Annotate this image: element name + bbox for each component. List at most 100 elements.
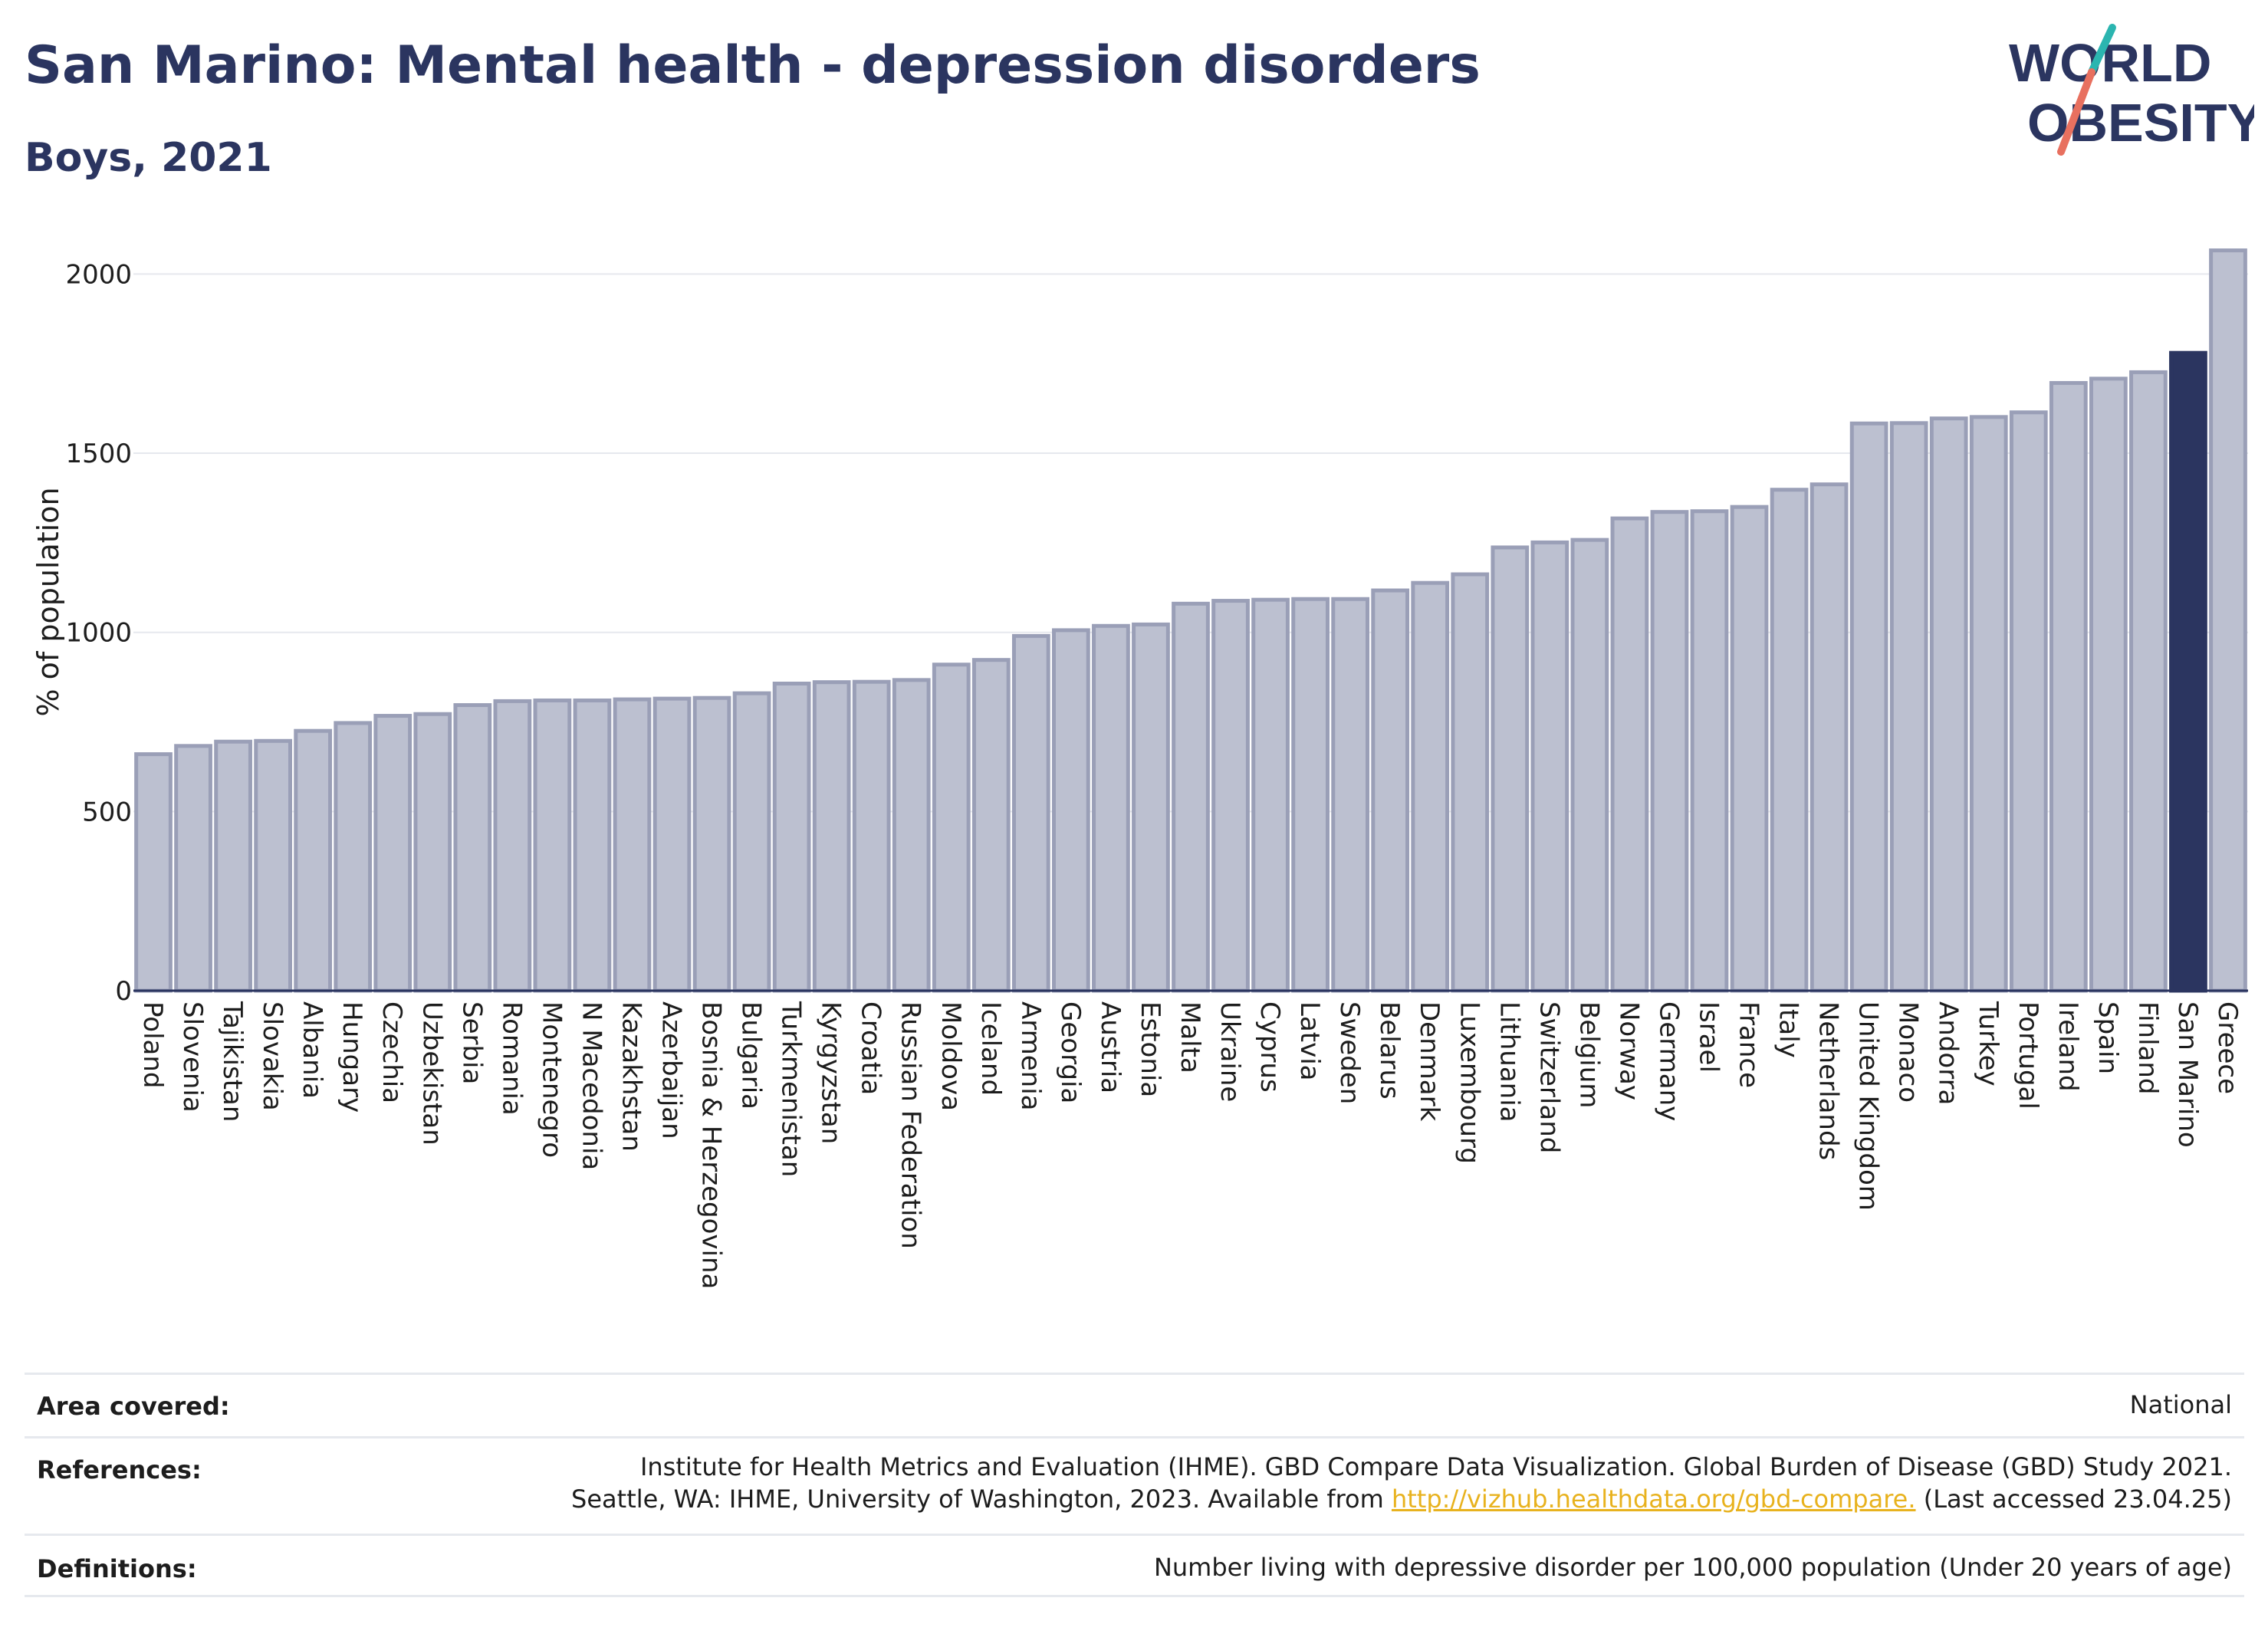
x-tick-label: Italy	[1773, 1001, 1804, 1058]
bar-russian-federation[interactable]	[892, 678, 931, 993]
bar-n-macedonia[interactable]	[573, 698, 612, 993]
x-tick-label: United Kingdom	[1853, 1001, 1884, 1211]
bar-ukraine[interactable]	[1211, 599, 1250, 993]
x-tick-label: Czechia	[376, 1001, 407, 1103]
bar-denmark[interactable]	[1411, 580, 1450, 993]
bar-turkmenistan[interactable]	[772, 682, 811, 993]
bar-malta[interactable]	[1172, 601, 1210, 993]
bar-san-marino[interactable]	[2169, 350, 2207, 993]
x-tick-label: Slovakia	[257, 1001, 288, 1111]
y-tick-labels: 0 500 1000 1500 2000	[65, 259, 132, 1007]
bar-moldova[interactable]	[932, 662, 971, 993]
bar-netherlands[interactable]	[1809, 482, 1849, 993]
references-link[interactable]: http://vizhub.healthdata.org/gbd-compare…	[1391, 1484, 1916, 1514]
x-tick-label: France	[1734, 1001, 1764, 1088]
bar-armenia[interactable]	[1011, 633, 1050, 993]
bar-slovakia[interactable]	[254, 738, 293, 993]
bar-finland[interactable]	[2129, 370, 2168, 993]
bar-switzerland[interactable]	[1530, 540, 1570, 993]
bar-iceland[interactable]	[971, 658, 1011, 993]
bar-estonia[interactable]	[1132, 622, 1170, 993]
references-line-1: Institute for Health Metrics and Evaluat…	[639, 1452, 2232, 1481]
x-tick-label: Kazakhstan	[616, 1001, 646, 1152]
x-tick-label: Serbia	[456, 1001, 487, 1084]
chart-subtitle: Boys, 2021	[25, 135, 272, 181]
x-tick-label: Belgium	[1573, 1001, 1604, 1108]
bar-kazakhstan[interactable]	[613, 697, 652, 993]
x-tick-label: Kyrgyzstan	[816, 1001, 846, 1144]
bar-cyprus[interactable]	[1251, 597, 1290, 993]
x-tick-label: Tajikistan	[217, 1001, 248, 1122]
x-tick-label: Germany	[1653, 1001, 1684, 1121]
y-tick-label: 500	[82, 797, 132, 827]
bar-ireland[interactable]	[2049, 380, 2088, 993]
x-tick-label: Finland	[2132, 1001, 2163, 1095]
x-tick-label: Latvia	[1294, 1001, 1325, 1081]
bar-poland[interactable]	[134, 752, 173, 993]
bar-spain[interactable]	[2089, 376, 2128, 993]
bar-luxembourg[interactable]	[1451, 572, 1490, 993]
x-tick-label: Malta	[1175, 1001, 1205, 1073]
bar-romania[interactable]	[493, 699, 532, 993]
meta-bottom-divider	[25, 1595, 2244, 1597]
bar-greece[interactable]	[2209, 248, 2247, 993]
logo-slash-coral	[2057, 68, 2095, 156]
bar-bulgaria[interactable]	[732, 691, 771, 993]
bar-bosnia-herzegovina[interactable]	[692, 695, 731, 993]
bar-georgia[interactable]	[1052, 628, 1090, 993]
bar-monaco[interactable]	[1889, 421, 1928, 993]
bar-slovenia[interactable]	[174, 744, 212, 993]
references-line-2: Seattle, WA: IHME, University of Washing…	[571, 1483, 2232, 1515]
bar-andorra[interactable]	[1929, 416, 1968, 993]
bar-czechia[interactable]	[373, 714, 413, 993]
bar-uzbekistan[interactable]	[413, 712, 452, 993]
bar-norway[interactable]	[1610, 516, 1649, 993]
y-tick-label: 1500	[65, 439, 132, 469]
x-tick-label: Ireland	[2053, 1001, 2083, 1092]
bar-montenegro[interactable]	[533, 698, 572, 993]
bar-united-kingdom[interactable]	[1849, 421, 1888, 993]
bar-croatia[interactable]	[852, 679, 891, 993]
x-tick-label: Monaco	[1893, 1001, 1924, 1103]
bar-hungary[interactable]	[334, 721, 373, 993]
bar-belarus[interactable]	[1371, 588, 1410, 993]
x-tick-label: Estonia	[1135, 1001, 1165, 1097]
bar-belgium[interactable]	[1570, 538, 1609, 993]
world-obesity-logo: WORLD OBESITY	[2009, 24, 2254, 156]
bar-portugal[interactable]	[2009, 410, 2048, 993]
x-tick-label: Cyprus	[1254, 1001, 1285, 1093]
bar-germany[interactable]	[1650, 510, 1689, 993]
x-tick-label: Denmark	[1414, 1001, 1445, 1122]
bar-azerbaijan[interactable]	[652, 696, 692, 993]
bar-sweden[interactable]	[1331, 597, 1370, 993]
bar-serbia[interactable]	[453, 703, 492, 993]
bar-latvia[interactable]	[1291, 597, 1330, 993]
definitions-row: Definitions: Number living with depressi…	[25, 1534, 2244, 1597]
y-tick-label: 2000	[65, 259, 132, 290]
x-tick-label: Turkey	[1973, 1001, 2003, 1087]
bar-chart: 0 500 1000 1500 2000 Poland Slovenia Tajikista…	[31, 248, 2248, 1289]
x-tick-label: Croatia	[856, 1001, 886, 1095]
x-tick-label: Greece	[2212, 1001, 2243, 1094]
definitions-value: Number living with depressive disorder p…	[1153, 1553, 2232, 1582]
bar-france[interactable]	[1730, 505, 1769, 993]
bar-tajikistan[interactable]	[214, 739, 252, 993]
x-tick-label: Bosnia & Herzegovina	[696, 1001, 727, 1289]
x-tick-labels: Poland Slovenia Tajikistan Slovakia Albania H…	[137, 1001, 2243, 1289]
bar-kyrgyzstan[interactable]	[812, 680, 851, 993]
x-tick-label: Ukraine	[1215, 1001, 1245, 1102]
bar-austria[interactable]	[1092, 623, 1130, 993]
area-covered-value: National	[2129, 1390, 2232, 1419]
y-axis-label: % of population	[31, 487, 65, 716]
bar-israel[interactable]	[1690, 509, 1729, 993]
bar-albania[interactable]	[294, 728, 333, 993]
x-tick-label: Russian Federation	[896, 1001, 926, 1249]
x-tick-label: Lithuania	[1494, 1001, 1524, 1122]
bar-turkey[interactable]	[1969, 415, 2008, 993]
y-tick-label: 1000	[65, 618, 132, 649]
x-tick-label: Norway	[1613, 1001, 1644, 1100]
bar-italy[interactable]	[1770, 488, 1809, 993]
x-tick-label: San Marino	[2172, 1001, 2203, 1148]
bar-lithuania[interactable]	[1491, 545, 1530, 993]
logo-text-world: WORLD	[2009, 33, 2211, 93]
